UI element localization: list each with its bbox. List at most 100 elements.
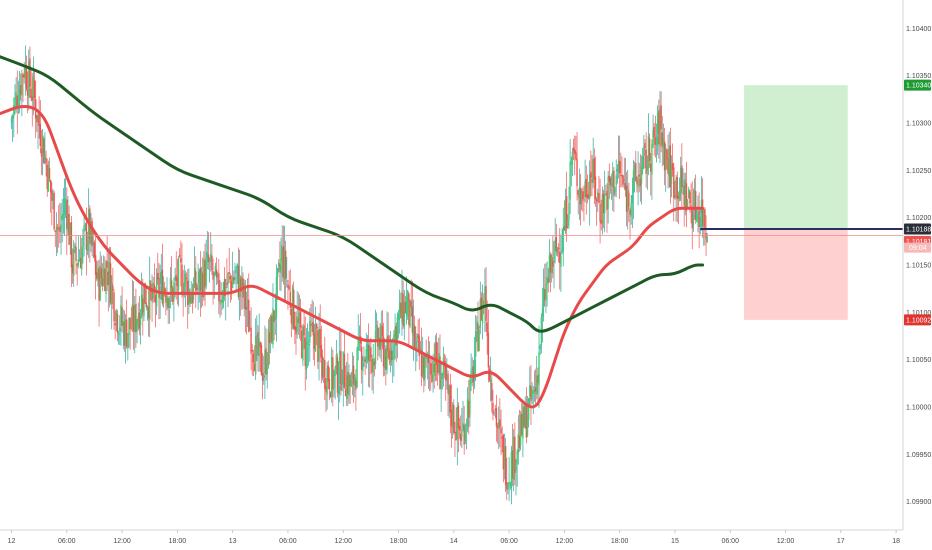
candle xyxy=(563,200,566,231)
candle xyxy=(526,395,529,438)
candle xyxy=(455,407,457,441)
candle xyxy=(522,399,524,458)
price-tick-label[interactable]: 1.10100 xyxy=(906,310,931,317)
candle xyxy=(587,181,590,200)
price-tick-label[interactable]: 1.10250 xyxy=(906,168,931,175)
candle xyxy=(22,72,24,102)
candle xyxy=(658,99,660,159)
candle xyxy=(228,247,230,284)
candle xyxy=(445,355,447,401)
candle xyxy=(36,114,38,132)
candle xyxy=(410,279,412,317)
candle xyxy=(544,263,546,307)
candle xyxy=(274,293,276,335)
price-tick-label[interactable]: 1.10000 xyxy=(906,404,931,411)
candle xyxy=(96,260,98,282)
candle xyxy=(697,195,699,233)
time-tick-label[interactable]: 06:00 xyxy=(500,538,518,545)
candle xyxy=(78,249,81,262)
time-tick-label[interactable]: 13 xyxy=(229,538,237,545)
candle xyxy=(583,185,585,222)
time-tick-label[interactable]: 06:00 xyxy=(58,538,76,545)
time-tick-label[interactable]: 14 xyxy=(450,538,458,545)
time-tick-label[interactable]: 15 xyxy=(671,538,679,545)
candle xyxy=(652,114,654,148)
price-axis-labels[interactable]: 1.10400 1.10350 1.10300 1.10250 1.10200 1.101… xyxy=(906,26,931,506)
time-tick-label[interactable]: 06:00 xyxy=(721,538,739,545)
candle xyxy=(248,273,250,333)
candle xyxy=(541,287,544,343)
candle xyxy=(207,232,210,270)
time-tick-label[interactable]: 18:00 xyxy=(611,538,629,545)
position-zones[interactable] xyxy=(744,85,848,320)
time-tick-label[interactable]: 18:00 xyxy=(390,538,408,545)
price-tick-label[interactable]: 1.09900 xyxy=(906,499,931,506)
candle xyxy=(561,227,563,255)
candle xyxy=(117,330,120,345)
time-tick-label[interactable]: 18:00 xyxy=(169,538,187,545)
candle xyxy=(441,372,443,390)
candle xyxy=(75,236,77,275)
candle xyxy=(597,188,599,213)
candle xyxy=(301,325,303,359)
candle xyxy=(409,299,411,329)
candle xyxy=(318,313,320,381)
candle xyxy=(218,258,220,315)
price-tick-label[interactable]: 1.09950 xyxy=(906,452,931,459)
candle xyxy=(71,248,74,284)
candle xyxy=(63,178,66,236)
candle xyxy=(127,333,129,361)
candle xyxy=(559,228,561,290)
candle xyxy=(432,354,434,393)
time-tick-label[interactable]: 12:00 xyxy=(334,538,352,545)
candle xyxy=(340,329,342,396)
candle xyxy=(491,370,493,413)
svg-text:1.10092: 1.10092 xyxy=(906,317,931,324)
price-tick-label[interactable]: 1.10050 xyxy=(906,357,931,364)
fast-moving-average-line xyxy=(0,104,705,409)
candle xyxy=(539,344,541,356)
time-tick-label[interactable]: 06:00 xyxy=(279,538,297,545)
candle xyxy=(504,438,507,492)
price-tick-label[interactable]: 1.10300 xyxy=(906,121,931,128)
candle xyxy=(386,311,388,375)
time-tick-label[interactable]: 17 xyxy=(837,538,845,545)
price-tick-label[interactable]: 1.10150 xyxy=(906,263,931,270)
candle xyxy=(234,262,236,285)
candle xyxy=(598,176,600,204)
candle xyxy=(268,317,271,365)
time-tick-label[interactable]: 12:00 xyxy=(113,538,131,545)
candle xyxy=(21,69,23,117)
candle xyxy=(468,379,470,435)
time-tick-label[interactable]: 12 xyxy=(8,538,16,545)
candle xyxy=(220,282,222,316)
candle xyxy=(449,373,452,434)
candle xyxy=(592,137,594,189)
price-tick-label[interactable]: 1.10400 xyxy=(906,26,931,33)
candle xyxy=(433,342,435,389)
candle xyxy=(390,342,393,366)
candle xyxy=(495,394,498,442)
time-tick-label[interactable]: 12:00 xyxy=(777,538,795,545)
price-tick-label[interactable]: 1.10200 xyxy=(906,215,931,222)
candle xyxy=(219,280,221,318)
candle xyxy=(647,113,650,176)
price-lines[interactable] xyxy=(0,228,903,237)
candle xyxy=(278,259,280,273)
time-tick-label[interactable]: 12:00 xyxy=(556,538,574,545)
candle xyxy=(178,248,181,259)
profit-target-zone[interactable] xyxy=(744,85,848,230)
candle xyxy=(337,361,340,420)
time-tick-label[interactable]: 18 xyxy=(892,538,900,545)
candle xyxy=(312,301,314,360)
candle xyxy=(116,309,119,342)
candle xyxy=(130,307,133,331)
candle xyxy=(351,352,354,396)
candle xyxy=(329,391,332,399)
candle xyxy=(536,355,538,400)
candle xyxy=(197,263,199,311)
price-tick-label[interactable]: 1.10350 xyxy=(906,73,931,80)
time-axis-labels[interactable]: 12 06:00 12:00 18:00 13 06:00 12:00 18:00 14 06:0… xyxy=(8,530,900,545)
stop-loss-zone[interactable] xyxy=(744,229,848,320)
